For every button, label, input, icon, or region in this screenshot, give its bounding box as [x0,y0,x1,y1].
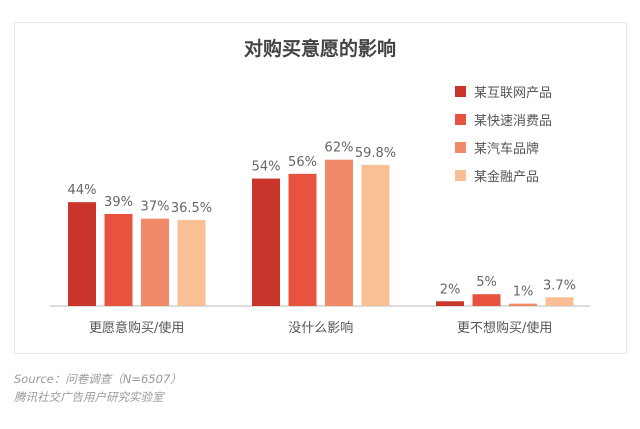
bar [472,294,501,306]
bar [288,173,317,306]
bar [68,202,96,306]
data-label: 59.8% [355,146,396,161]
legend-item: 某快速消费品 [455,110,552,129]
bar [361,164,390,306]
chart-frame [14,22,627,354]
data-label: 39% [104,195,133,210]
legend-swatch [455,114,466,125]
source-text: Source：问卷调查（N=6507） [14,372,182,386]
bar [509,303,537,306]
data-label: 2% [440,282,461,297]
legend-item: 某汽车品牌 [455,138,539,157]
bar [104,213,133,306]
legend-label: 某汽车品牌 [474,142,540,157]
legend-label: 某互联网产品 [474,86,553,101]
legend-item: 某互联网产品 [455,82,552,101]
data-label: 37% [141,200,170,215]
bar [436,301,464,306]
bar [141,218,169,306]
legend-label: 某金融产品 [474,170,540,185]
category-label: 没什么影响 [288,320,353,336]
data-label: 54% [252,160,281,175]
data-label: 44% [68,183,97,198]
source-org: 腾讯社交广告用户研究实验室 [14,390,164,404]
chart-title: 对购买意愿的影响 [243,38,396,60]
legend-swatch [455,86,466,97]
category-label: 更不想购买/使用 [457,320,552,336]
data-label: 36.5% [171,201,212,216]
data-label: 62% [325,141,354,156]
category-label: 更愿意购买/使用 [89,320,184,336]
data-label: 1% [513,285,534,300]
data-label: 56% [288,155,317,170]
bar [252,178,280,306]
legend-swatch [455,142,466,153]
data-label: 5% [476,275,497,290]
data-label: 3.7% [543,278,576,293]
bar [325,159,353,306]
legend-item: 某金融产品 [455,166,539,185]
legend-label: 某快速消费品 [474,114,553,129]
legend-swatch [455,170,466,181]
bar [177,219,206,306]
bar [545,297,574,306]
